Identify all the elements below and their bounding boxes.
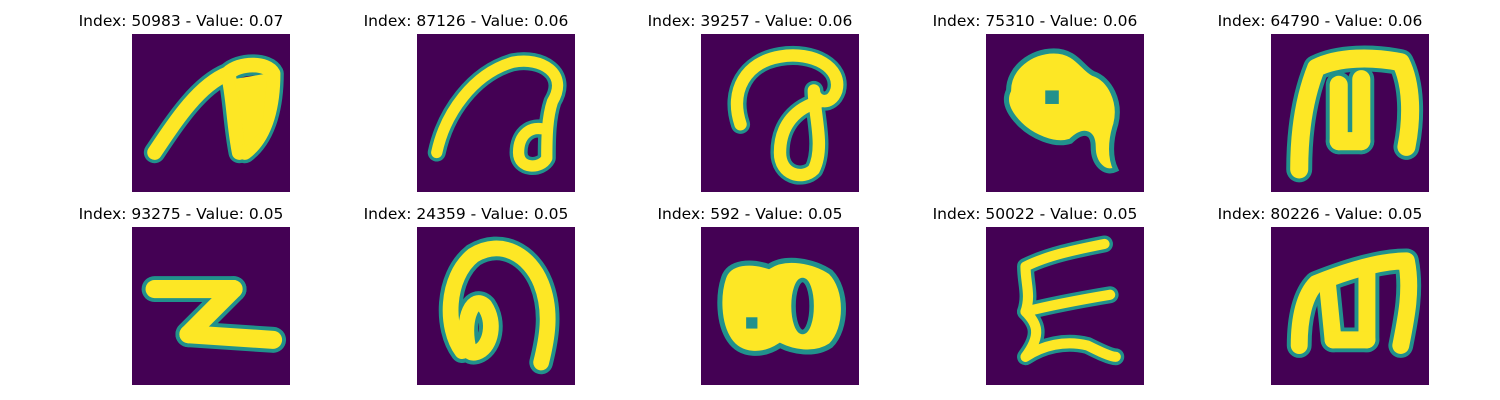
panel-title: Index: 64790 - Value: 0.06 xyxy=(1217,12,1423,30)
panel-title: Index: 50022 - Value: 0.05 xyxy=(932,205,1138,223)
glyph-zigzag-icon xyxy=(986,227,1144,385)
glyph-loop-circle-icon xyxy=(701,34,859,192)
panel-title: Index: 39257 - Value: 0.06 xyxy=(647,12,853,30)
panel-title: Index: 50983 - Value: 0.07 xyxy=(78,12,284,30)
sample-panel-7: Index: 24359 - Value: 0.05 xyxy=(316,193,616,385)
sample-panel-10: Index: 80226 - Value: 0.05 xyxy=(1170,193,1470,385)
panel-title: Index: 75310 - Value: 0.06 xyxy=(932,12,1138,30)
glyph-double-loop-icon xyxy=(417,227,575,385)
glyph-a-like-icon xyxy=(132,34,290,192)
panel-title: Index: 93275 - Value: 0.05 xyxy=(78,205,284,223)
glyph-eight-blob-icon xyxy=(701,227,859,385)
glyph-m-like-icon xyxy=(1271,34,1429,192)
sample-panel-4: Index: 75310 - Value: 0.06 xyxy=(885,0,1185,192)
sample-panel-1: Index: 50983 - Value: 0.07 xyxy=(31,0,331,192)
sample-panel-9: Index: 50022 - Value: 0.05 xyxy=(885,193,1185,385)
sample-panel-6: Index: 93275 - Value: 0.05 xyxy=(31,193,331,385)
panel-title: Index: 24359 - Value: 0.05 xyxy=(363,205,569,223)
glyph-blob-tail-icon xyxy=(986,34,1144,192)
sample-panel-5: Index: 64790 - Value: 0.06 xyxy=(1170,0,1470,192)
glyph-z-like-icon xyxy=(132,227,290,385)
sample-panel-3: Index: 39257 - Value: 0.06 xyxy=(600,0,900,192)
sample-panel-8: Index: 592 - Value: 0.05 xyxy=(600,193,900,385)
glyph-loop-hook-icon xyxy=(417,34,575,192)
sample-panel-2: Index: 87126 - Value: 0.06 xyxy=(316,0,616,192)
panel-title: Index: 87126 - Value: 0.06 xyxy=(363,12,569,30)
glyph-m-like-icon xyxy=(1271,227,1429,385)
panel-title: Index: 80226 - Value: 0.05 xyxy=(1217,205,1423,223)
panel-title: Index: 592 - Value: 0.05 xyxy=(657,205,843,223)
